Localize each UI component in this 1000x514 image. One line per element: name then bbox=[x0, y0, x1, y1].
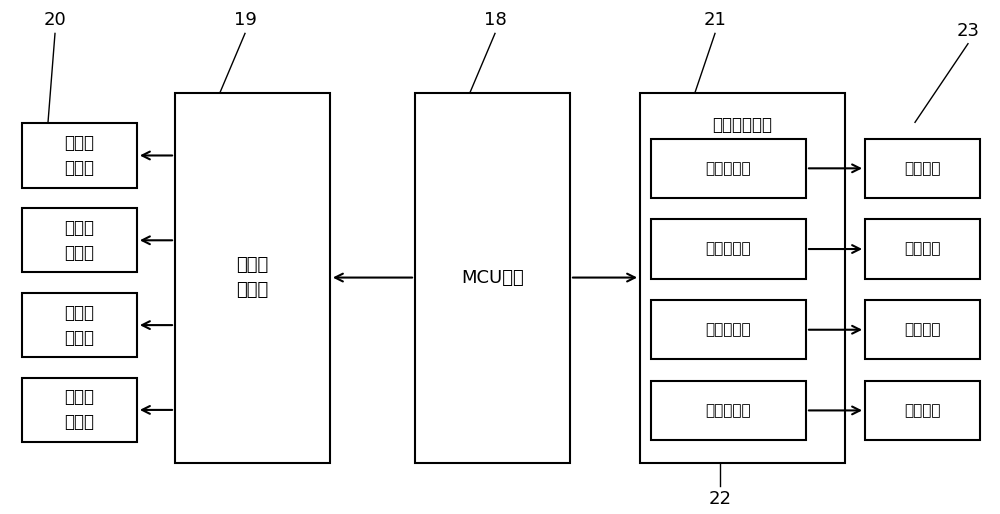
Text: 存储控制模块: 存储控制模块 bbox=[712, 116, 772, 134]
Text: 存储介质: 存储介质 bbox=[904, 161, 941, 176]
Bar bbox=[651, 381, 806, 440]
Text: 存储控制器: 存储控制器 bbox=[706, 403, 751, 418]
Bar bbox=[865, 139, 980, 198]
Bar bbox=[175, 93, 330, 463]
Text: 20: 20 bbox=[44, 11, 66, 29]
Text: 19: 19 bbox=[234, 11, 256, 29]
Bar bbox=[415, 93, 570, 463]
Bar bbox=[865, 219, 980, 279]
Text: 输出输
入接口: 输出输 入接口 bbox=[64, 304, 94, 346]
Bar bbox=[22, 293, 137, 357]
Text: 输出输
入接口: 输出输 入接口 bbox=[64, 389, 94, 431]
Text: 22: 22 bbox=[708, 490, 732, 508]
Bar bbox=[22, 123, 137, 188]
Bar bbox=[640, 93, 845, 463]
Bar bbox=[651, 300, 806, 359]
Bar bbox=[22, 208, 137, 272]
Text: 23: 23 bbox=[956, 22, 980, 40]
Text: 18: 18 bbox=[484, 11, 506, 29]
Text: 存储控制器: 存储控制器 bbox=[706, 242, 751, 256]
Bar bbox=[22, 378, 137, 442]
Bar bbox=[651, 219, 806, 279]
Text: 输出输
入模块: 输出输 入模块 bbox=[236, 256, 269, 299]
Text: 存储介质: 存储介质 bbox=[904, 322, 941, 337]
Text: 存储控制器: 存储控制器 bbox=[706, 322, 751, 337]
Text: 存储介质: 存储介质 bbox=[904, 242, 941, 256]
Text: 21: 21 bbox=[704, 11, 726, 29]
Text: 输出输
入接口: 输出输 入接口 bbox=[64, 219, 94, 262]
Text: MCU模块: MCU模块 bbox=[461, 268, 524, 287]
Text: 存储控制器: 存储控制器 bbox=[706, 161, 751, 176]
Text: 存储介质: 存储介质 bbox=[904, 403, 941, 418]
Bar bbox=[651, 139, 806, 198]
Bar bbox=[865, 300, 980, 359]
Text: 输出输
入接口: 输出输 入接口 bbox=[64, 134, 94, 177]
Bar bbox=[865, 381, 980, 440]
